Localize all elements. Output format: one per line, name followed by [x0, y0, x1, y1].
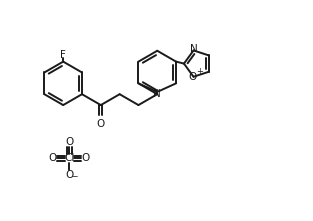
- Text: O: O: [188, 72, 197, 82]
- Text: +: +: [196, 67, 203, 76]
- Text: −: −: [71, 172, 77, 181]
- Text: O: O: [65, 170, 73, 180]
- Text: O: O: [65, 137, 73, 147]
- Text: N: N: [190, 44, 198, 54]
- Text: F: F: [60, 50, 66, 60]
- Text: Cl: Cl: [64, 153, 74, 163]
- Text: N: N: [153, 89, 161, 99]
- Text: O: O: [82, 153, 90, 163]
- Text: O: O: [97, 119, 105, 129]
- Text: O: O: [48, 153, 56, 163]
